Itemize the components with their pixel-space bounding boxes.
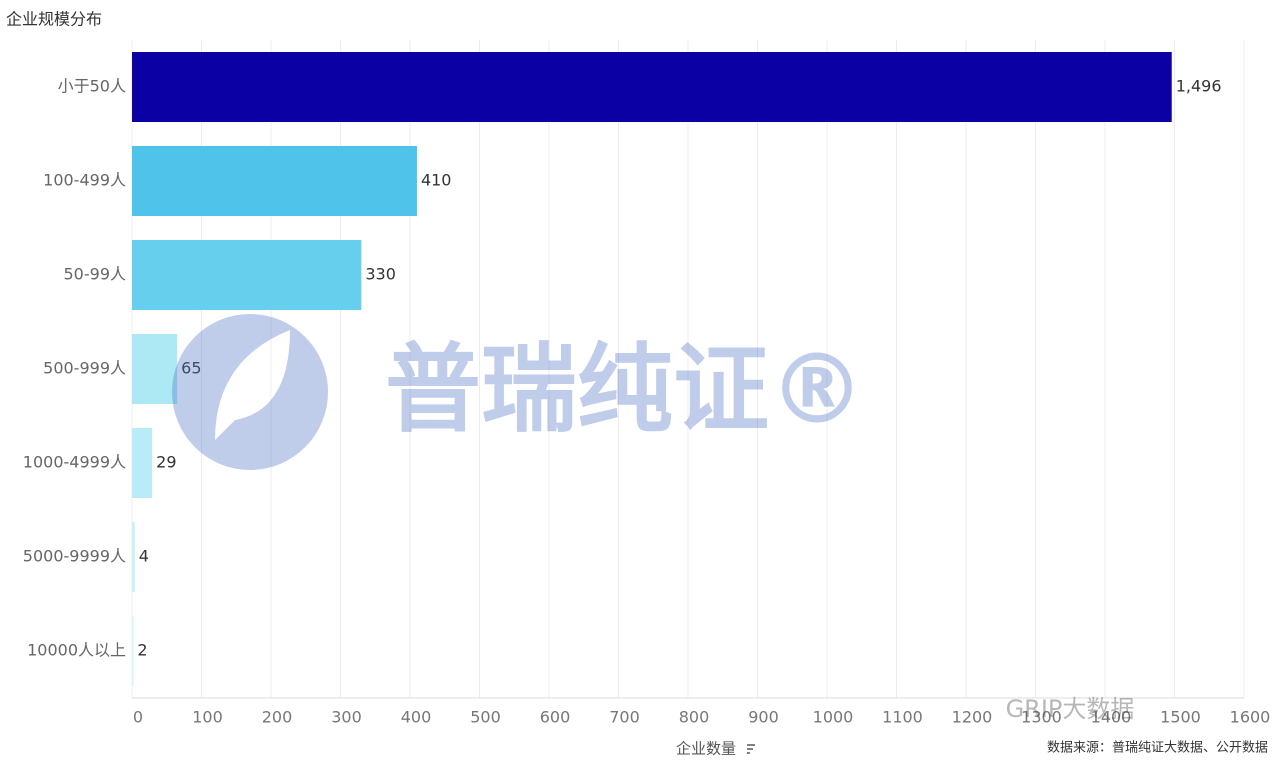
bar — [132, 522, 135, 592]
x-tick-label: 400 — [401, 708, 432, 727]
watermark-logo — [172, 314, 328, 470]
y-tick-label: 1000-4999人 — [23, 453, 126, 472]
y-tick-label: 5000-9999人 — [23, 547, 126, 566]
bar — [132, 616, 134, 686]
chart-title: 企业规模分布 — [6, 10, 102, 29]
x-tick-label: 1100 — [882, 708, 923, 727]
x-tick-label: 800 — [679, 708, 710, 727]
x-tick-label: 700 — [609, 708, 640, 727]
x-tick-label: 1400 — [1091, 708, 1132, 727]
y-tick-label: 500-999人 — [43, 359, 126, 378]
x-tick-label: 1300 — [1021, 708, 1062, 727]
watermark-text: 普瑞纯证® — [385, 333, 865, 445]
sort-icon — [747, 744, 755, 754]
x-tick-label: 1200 — [952, 708, 993, 727]
bar — [132, 334, 178, 404]
y-tick-label: 50-99人 — [64, 265, 127, 284]
y-tick-label: 100-499人 — [43, 171, 126, 190]
x-tick-label: 1600 — [1230, 708, 1271, 727]
x-tick-label: 0 — [133, 708, 143, 727]
data-label: 65 — [181, 359, 201, 378]
watermark-text: GRIP大数据 — [1006, 695, 1135, 723]
bar — [132, 428, 153, 498]
data-label: 4 — [139, 547, 149, 566]
data-label: 2 — [137, 641, 147, 660]
data-label: 330 — [365, 265, 396, 284]
x-tick-label: 100 — [192, 708, 223, 727]
x-tick-label: 300 — [331, 708, 362, 727]
x-axis-label: 企业数量 — [676, 740, 736, 758]
x-tick-label: 200 — [262, 708, 293, 727]
bar — [132, 240, 362, 310]
plot: 0 100 200 300 400 500 600 700 800 900 1000 1100 1200… — [23, 40, 1271, 727]
x-tick-label: 1000 — [813, 708, 854, 727]
bar — [132, 52, 1172, 122]
x-tick-label: 600 — [540, 708, 571, 727]
data-label: 410 — [421, 171, 452, 190]
watermark-leaf — [215, 330, 290, 440]
x-tick-label: 1500 — [1160, 708, 1201, 727]
y-tick-label: 10000人以上 — [27, 641, 126, 660]
x-tick-label: 500 — [470, 708, 501, 727]
source-note: 数据来源：普瑞纯证大数据、公开数据 — [1047, 741, 1268, 756]
data-label: 1,496 — [1176, 77, 1222, 96]
y-tick-label: 小于50人 — [58, 77, 126, 96]
watermark: 普瑞纯证® GRIP大数据 — [172, 314, 1134, 723]
data-label: 29 — [156, 453, 176, 472]
x-tick-label: 900 — [748, 708, 779, 727]
bar — [132, 146, 417, 216]
